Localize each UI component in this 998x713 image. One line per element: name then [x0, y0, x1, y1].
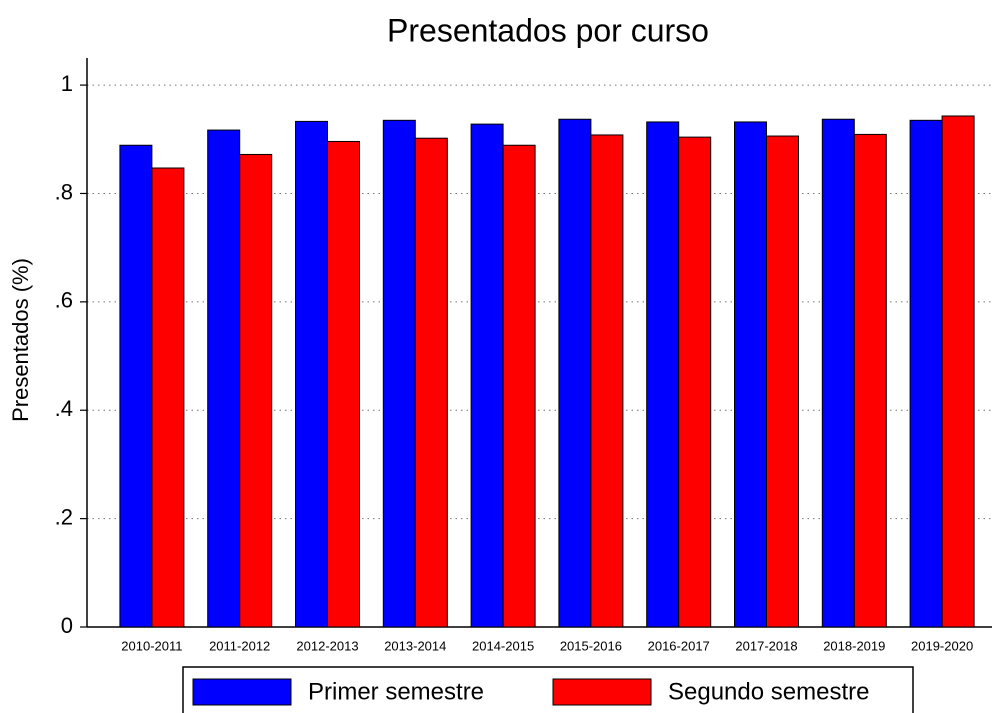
- x-tick-label: 2012-2013: [296, 638, 358, 653]
- x-tick-label: 2015-2016: [560, 638, 622, 653]
- bar: [327, 140, 360, 628]
- bar: [382, 119, 416, 628]
- x-tick-label: 2014-2015: [472, 638, 534, 653]
- y-tick-label: .6: [55, 288, 73, 313]
- chart-title: Presentados por curso: [387, 12, 709, 48]
- bar: [558, 118, 592, 628]
- bar: [853, 133, 887, 628]
- legend-box: [182, 666, 914, 713]
- legend-swatch: [552, 678, 652, 706]
- bar: [646, 121, 680, 628]
- legend-swatch: [192, 678, 292, 706]
- legend-label: Primer semestre: [308, 678, 484, 705]
- x-tick-label: 2013-2014: [384, 638, 446, 653]
- y-tick-label: 1: [61, 71, 73, 96]
- x-tick-label: 2011-2012: [209, 638, 270, 653]
- bar: [766, 135, 799, 628]
- x-tick-label: 2019-2020: [911, 638, 973, 653]
- bar: [151, 167, 185, 628]
- y-tick-label: .8: [55, 179, 73, 204]
- x-tick-label: 2016-2017: [648, 638, 710, 653]
- x-tick-label: 2018-2019: [823, 638, 885, 653]
- y-tick-label: .4: [55, 396, 73, 421]
- bar: [821, 118, 855, 628]
- x-tick-label: 2010-2011: [121, 638, 182, 653]
- bar: [239, 153, 273, 628]
- bar: [678, 136, 712, 628]
- bar: [502, 144, 536, 628]
- bar: [295, 120, 328, 628]
- bar: [909, 119, 943, 628]
- legend-label: Segundo semestre: [668, 678, 869, 705]
- bar: [207, 129, 241, 628]
- y-tick-label: .2: [55, 504, 73, 529]
- y-axis-label: Presentados (%): [8, 258, 33, 422]
- bar: [590, 134, 624, 628]
- y-tick-label: 0: [61, 613, 73, 638]
- bar: [470, 123, 504, 628]
- bar: [734, 121, 767, 628]
- x-tick-label: 2017-2018: [735, 638, 797, 653]
- bar: [414, 137, 448, 628]
- bar: [941, 115, 975, 628]
- bar: [119, 144, 153, 628]
